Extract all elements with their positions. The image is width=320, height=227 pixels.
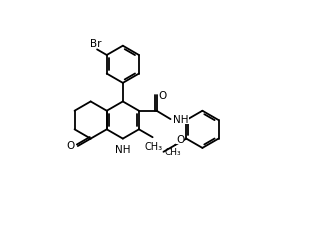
Text: O: O: [67, 141, 75, 151]
Text: NH: NH: [115, 144, 131, 154]
Text: NH: NH: [173, 115, 189, 125]
Text: O: O: [176, 134, 184, 144]
Text: Br: Br: [90, 39, 102, 49]
Text: CH₃: CH₃: [164, 147, 181, 156]
Text: CH₃: CH₃: [144, 141, 162, 151]
Text: O: O: [159, 91, 167, 101]
